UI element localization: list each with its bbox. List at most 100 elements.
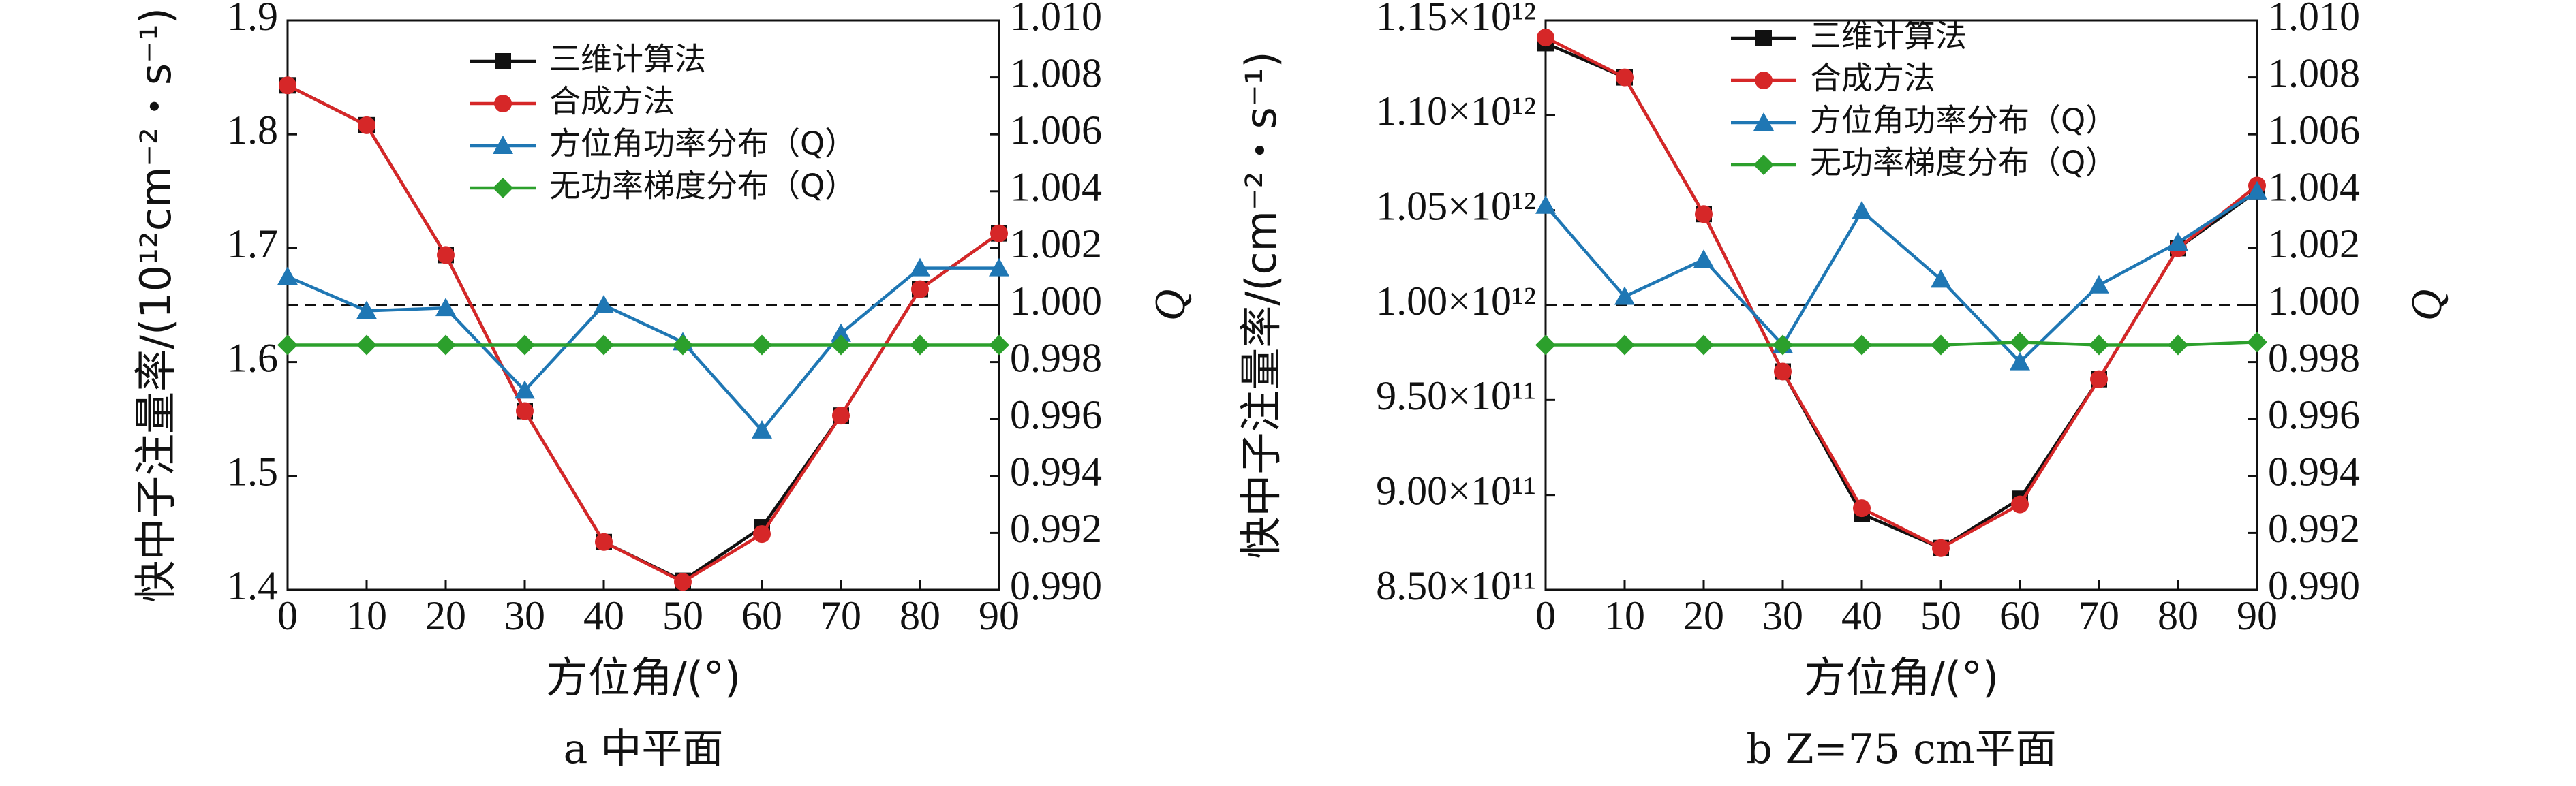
y2-tick-label: 0.992 bbox=[1010, 506, 1102, 551]
legend-label: 无功率梯度分布（Q） bbox=[549, 168, 856, 204]
x-tick-label: 60 bbox=[1999, 593, 2040, 638]
data-point bbox=[515, 334, 535, 356]
data-point bbox=[435, 298, 456, 317]
data-point bbox=[356, 300, 377, 319]
series-line bbox=[287, 266, 999, 433]
y-tick-label: 1.5 bbox=[227, 450, 278, 494]
x-tick-label: 80 bbox=[2158, 593, 2198, 638]
data-point bbox=[277, 334, 298, 356]
data-point bbox=[2168, 334, 2188, 356]
data-point bbox=[1695, 205, 1713, 223]
y2-tick-label: 1.006 bbox=[2268, 108, 2360, 153]
y2-axis-title: Q bbox=[2402, 289, 2451, 321]
x-tick-label: 90 bbox=[979, 593, 1019, 638]
legend-marker bbox=[1755, 30, 1772, 46]
data-point bbox=[1614, 334, 1635, 356]
y2-tick-label: 0.990 bbox=[2268, 563, 2360, 608]
data-point bbox=[1931, 334, 1951, 356]
y2-tick-label: 1.008 bbox=[2268, 50, 2360, 95]
data-point bbox=[516, 402, 534, 420]
series-3 bbox=[277, 334, 1009, 356]
data-point bbox=[1535, 334, 1556, 356]
legend-label: 无功率梯度分布（Q） bbox=[1810, 144, 2117, 181]
data-point bbox=[277, 266, 298, 285]
data-point bbox=[2089, 334, 2109, 356]
y2-tick-label: 1.006 bbox=[1010, 108, 1102, 153]
legend-label: 方位角功率分布（Q） bbox=[1810, 102, 2117, 139]
y2-tick-label: 1.010 bbox=[2268, 0, 2360, 39]
data-point bbox=[989, 334, 1009, 356]
y2-tick-label: 0.998 bbox=[2268, 335, 2360, 380]
x-tick-label: 50 bbox=[662, 593, 703, 638]
x-tick-label: 70 bbox=[821, 593, 861, 638]
legend-marker bbox=[493, 178, 513, 198]
data-point bbox=[1853, 499, 1871, 518]
y-tick-label: 1.6 bbox=[227, 335, 278, 380]
data-point bbox=[674, 573, 692, 591]
legend-marker bbox=[1753, 155, 1774, 175]
y2-tick-label: 1.004 bbox=[2268, 165, 2360, 210]
x-tick-label: 0 bbox=[277, 593, 298, 638]
data-point bbox=[910, 257, 930, 277]
y-tick-label: 9.50×10¹¹ bbox=[1376, 373, 1536, 418]
data-point bbox=[2010, 332, 2030, 353]
data-point bbox=[831, 334, 851, 356]
data-point bbox=[435, 334, 456, 356]
y2-tick-label: 0.990 bbox=[1010, 563, 1102, 608]
legend-label: 方位角功率分布（Q） bbox=[549, 125, 856, 162]
y-tick-label: 1.7 bbox=[227, 221, 278, 266]
data-point bbox=[989, 257, 1009, 277]
legend-marker bbox=[495, 53, 511, 69]
data-point bbox=[1932, 539, 1950, 557]
data-point bbox=[753, 525, 771, 544]
series-2 bbox=[277, 257, 1009, 439]
data-point bbox=[594, 295, 614, 313]
x-tick-label: 30 bbox=[1762, 593, 1803, 638]
data-point bbox=[356, 334, 377, 356]
y2-axis-title: Q bbox=[1146, 289, 1194, 321]
y2-tick-label: 0.998 bbox=[1010, 335, 1102, 380]
x-tick-label: 90 bbox=[2237, 593, 2278, 638]
data-point bbox=[1852, 201, 1872, 220]
data-point bbox=[831, 323, 851, 342]
data-point bbox=[1774, 362, 1792, 381]
legend-marker bbox=[493, 136, 513, 154]
data-point bbox=[990, 224, 1008, 242]
data-point bbox=[1693, 249, 1714, 268]
y2-tick-label: 0.996 bbox=[2268, 392, 2360, 437]
x-tick-label: 20 bbox=[425, 593, 466, 638]
legend-label: 三维计算法 bbox=[549, 41, 706, 78]
series-line bbox=[1544, 189, 2258, 364]
x-tick-label: 0 bbox=[1535, 593, 1556, 638]
data-point bbox=[832, 407, 850, 425]
data-point bbox=[1535, 195, 1556, 214]
y-tick-label: 1.8 bbox=[227, 108, 278, 153]
data-point bbox=[2168, 232, 2188, 251]
y2-tick-label: 1.000 bbox=[1010, 279, 1102, 324]
x-tick-label: 50 bbox=[1920, 593, 1961, 638]
x-tick-label: 10 bbox=[346, 593, 387, 638]
y2-tick-label: 1.002 bbox=[1010, 221, 1102, 266]
x-tick-label: 40 bbox=[1841, 593, 1882, 638]
y2-tick-label: 0.994 bbox=[1010, 450, 1102, 494]
series-1 bbox=[279, 76, 1008, 591]
data-point bbox=[1614, 286, 1635, 305]
y2-tick-label: 1.004 bbox=[1010, 165, 1102, 210]
legend-label: 合成方法 bbox=[1810, 60, 1935, 97]
x-tick-label: 10 bbox=[1604, 593, 1645, 638]
data-point bbox=[911, 280, 929, 298]
y2-tick-label: 1.010 bbox=[1010, 0, 1102, 39]
data-point bbox=[1693, 334, 1714, 356]
y2-tick-label: 1.000 bbox=[2268, 279, 2360, 324]
data-point bbox=[358, 116, 375, 134]
y-tick-label: 1.00×10¹² bbox=[1376, 279, 1536, 324]
y-axis-title: 快中子注量率/(cm⁻²・s⁻¹) bbox=[1236, 51, 1286, 559]
y2-tick-label: 1.002 bbox=[2268, 221, 2360, 266]
series-line bbox=[1544, 36, 2258, 550]
legend-label: 合成方法 bbox=[549, 83, 675, 120]
data-point bbox=[2011, 495, 2029, 514]
data-point bbox=[1616, 68, 1634, 87]
series-line bbox=[286, 84, 1000, 584]
